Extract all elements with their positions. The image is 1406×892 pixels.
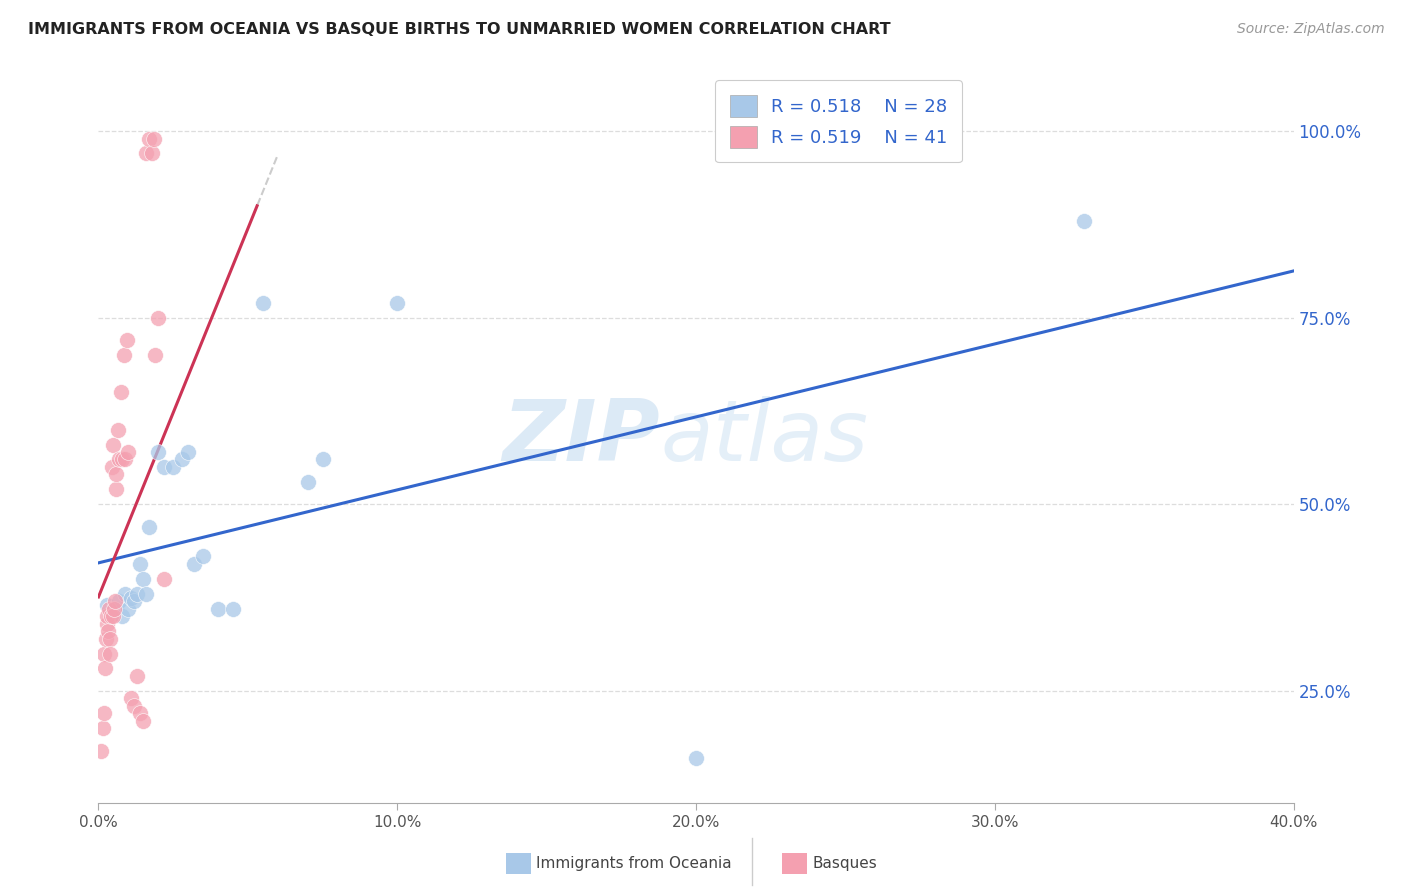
Point [108, 452, 131, 467]
Point [127, 587, 149, 601]
Point [91, 721, 114, 735]
Point [222, 601, 245, 615]
Point [93, 706, 115, 721]
Text: Source: ZipAtlas.com: Source: ZipAtlas.com [1237, 22, 1385, 37]
Point [177, 445, 200, 459]
Point [138, 131, 160, 145]
Point [129, 706, 152, 721]
Point [93, 647, 115, 661]
Point [115, 333, 138, 347]
Point [162, 459, 184, 474]
Point [105, 467, 128, 482]
Point [132, 714, 155, 728]
Legend: R = 0.518    N = 28, R = 0.519    N = 41: R = 0.518 N = 28, R = 0.519 N = 41 [716, 80, 962, 162]
Point [252, 295, 274, 310]
Point [100, 609, 122, 624]
Text: atlas: atlas [661, 395, 868, 479]
Point [97, 601, 120, 615]
Point [111, 452, 134, 467]
Point [1073, 213, 1095, 227]
Point [111, 609, 134, 624]
Point [135, 587, 157, 601]
Text: Immigrants from Oceania: Immigrants from Oceania [536, 856, 731, 871]
Point [297, 475, 319, 489]
Point [94, 661, 117, 675]
Point [90, 743, 112, 757]
Point [117, 601, 139, 615]
Point [311, 452, 333, 467]
Point [124, 698, 146, 713]
Point [132, 572, 155, 586]
Text: Basques: Basques [813, 856, 877, 871]
Point [103, 609, 125, 624]
Text: IMMIGRANTS FROM OCEANIA VS BASQUE BIRTHS TO UNMARRIED WOMEN CORRELATION CHART: IMMIGRANTS FROM OCEANIA VS BASQUE BIRTHS… [28, 22, 891, 37]
Point [142, 131, 165, 145]
Point [120, 691, 142, 706]
Point [127, 669, 149, 683]
Point [104, 483, 127, 497]
Point [117, 445, 139, 459]
Point [97, 624, 120, 639]
Point [143, 348, 166, 362]
Point [98, 632, 121, 646]
Point [108, 594, 131, 608]
Point [101, 459, 124, 474]
Point [114, 452, 136, 467]
Point [135, 146, 157, 161]
Point [101, 437, 124, 451]
Point [141, 146, 163, 161]
Point [153, 572, 176, 586]
Point [172, 452, 194, 467]
Point [138, 519, 160, 533]
Point [207, 601, 229, 615]
Point [96, 598, 118, 612]
Point [385, 295, 409, 310]
Point [104, 594, 127, 608]
Point [110, 385, 132, 400]
Point [112, 348, 135, 362]
Point [148, 445, 170, 459]
Point [685, 751, 707, 765]
Point [96, 616, 118, 631]
Point [103, 601, 125, 615]
Point [124, 594, 146, 608]
Point [129, 557, 152, 571]
Point [183, 557, 205, 571]
Point [103, 601, 125, 615]
Point [153, 459, 176, 474]
Point [94, 632, 117, 646]
Point [191, 818, 214, 832]
Text: ZIP: ZIP [502, 395, 661, 479]
Point [191, 549, 214, 564]
Point [114, 587, 136, 601]
Point [148, 310, 170, 325]
Point [107, 423, 129, 437]
Point [120, 591, 142, 605]
Point [100, 647, 122, 661]
Point [96, 609, 118, 624]
